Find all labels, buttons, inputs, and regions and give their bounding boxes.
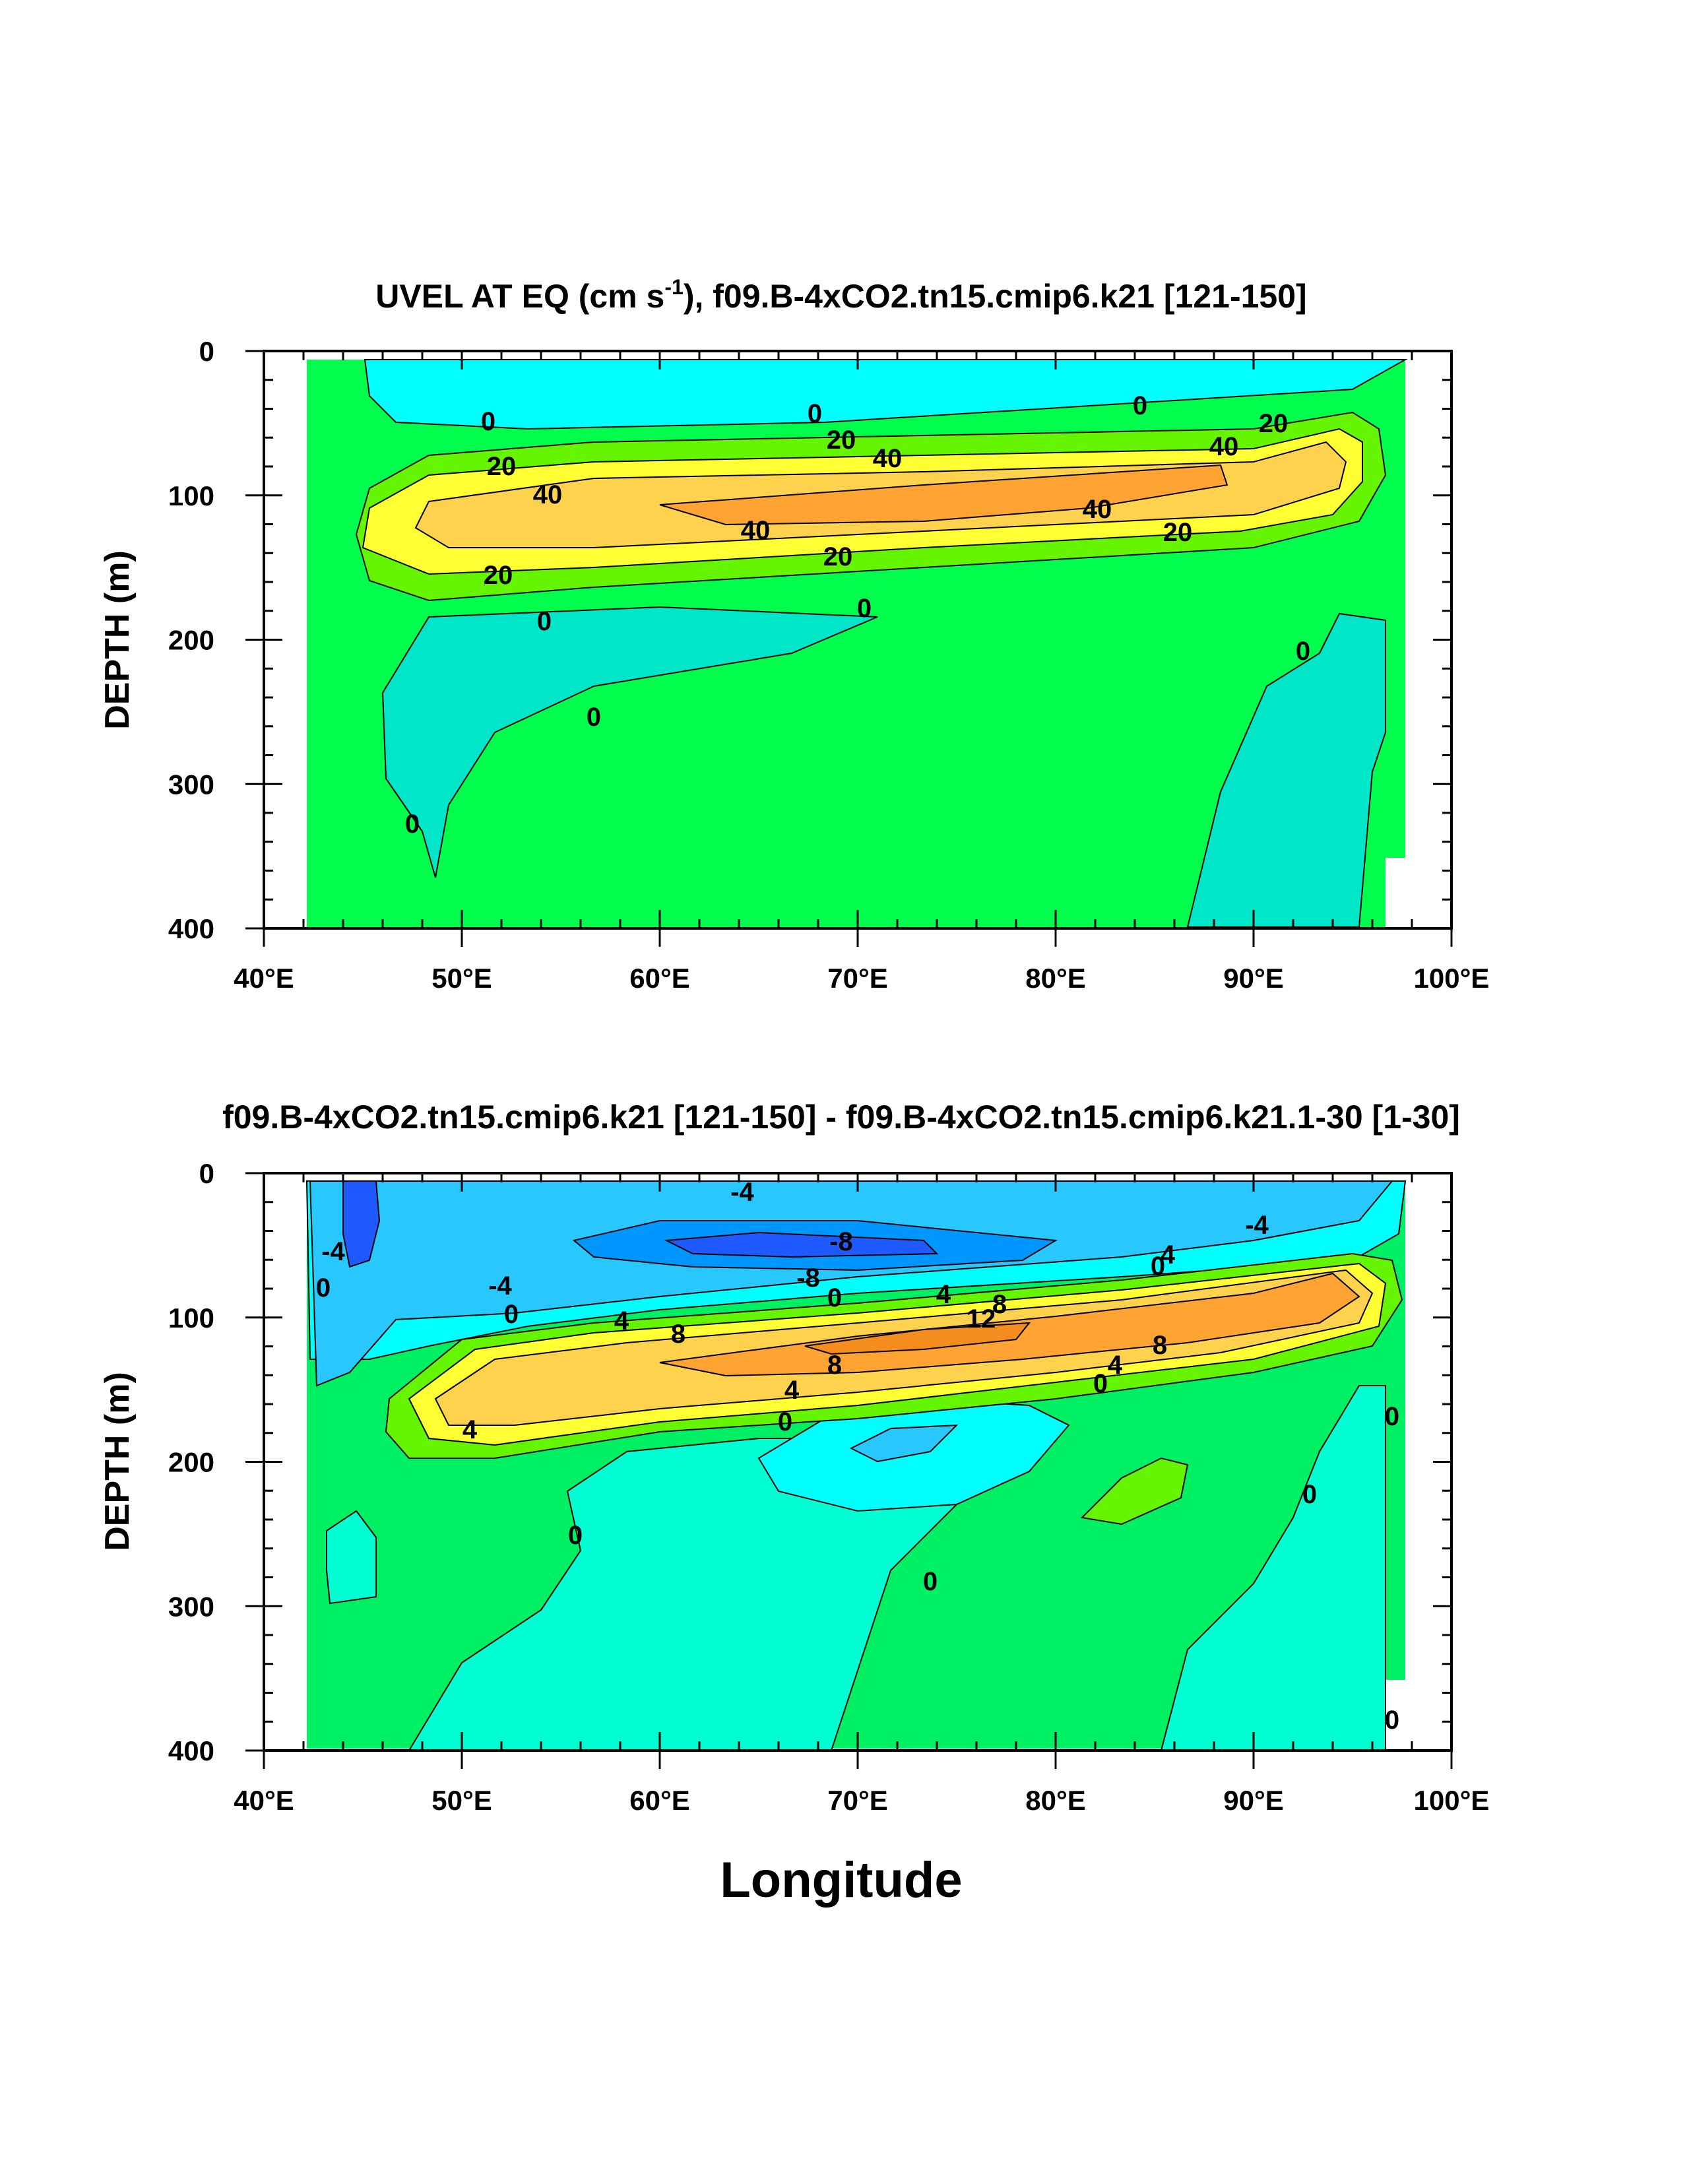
x-tick-label: 40°E <box>234 963 294 994</box>
contour-label: 0 <box>405 810 420 839</box>
x-tick-label: 40°E <box>234 1785 294 1816</box>
contour-fill-zero-deep <box>408 1438 991 1751</box>
contour-label: 0 <box>857 594 872 623</box>
contour-label: -4 <box>488 1271 512 1301</box>
contour-label: 8 <box>1153 1331 1167 1360</box>
contour-label: 40 <box>533 480 563 509</box>
panel-bottom-axes: 40°E 50°E 60°E 70°E 80°E 90°E 100°E 0 100 200 300 4… <box>168 1158 1490 1816</box>
contour-fill-minus12-west <box>342 1180 381 1268</box>
contour-label: 0 <box>481 407 495 436</box>
contour-label: 0 <box>1302 1480 1317 1509</box>
contour-label: 0 <box>1093 1369 1108 1398</box>
y-tick-label: 300 <box>168 1591 214 1622</box>
panel-top-contour-labels: 0 0 0 20 20 20 20 20 20 40 40 40 40 40 0… <box>405 391 1310 839</box>
contour-fill-negative-surface <box>364 359 1408 430</box>
ocean-mask-right <box>1386 858 1407 928</box>
panel-top: UVEL AT EQ (cm s-1), f09.B-4xCO2.tn15.cm… <box>98 275 1489 994</box>
contour-label: 4 <box>462 1415 478 1444</box>
y-tick-label: 0 <box>199 336 214 367</box>
y-tick-label: 200 <box>168 625 214 656</box>
panel-bottom: f09.B-4xCO2.tn15.cmip6.k21 [121-150] - f… <box>98 1099 1489 1908</box>
contour-label: 0 <box>1296 637 1310 666</box>
contour-label: 20 <box>487 452 517 481</box>
panel-bottom-y-axis-label: DEPTH (m) <box>98 1372 137 1551</box>
panel-top-title: UVEL AT EQ (cm s-1), f09.B-4xCO2.tn15.cm… <box>375 275 1306 315</box>
contour-fill-zero-west <box>326 1510 377 1605</box>
y-tick-label: 400 <box>168 913 214 944</box>
contour-label: 4 <box>784 1376 800 1405</box>
contour-label: 8 <box>992 1290 1007 1319</box>
panel-bottom-contour-labels: -4 -4 -8 -8 -4 -4 0 0 4 4 4 8 12 8 8 8 4… <box>316 1178 1399 1735</box>
contour-label: 0 <box>923 1567 938 1596</box>
contour-label: 0 <box>537 607 552 636</box>
contour-label: -8 <box>796 1264 820 1293</box>
contour-label: 4 <box>1161 1240 1176 1269</box>
panel-bottom-title: f09.B-4xCO2.tn15.cmip6.k21 [121-150] - f… <box>222 1099 1460 1136</box>
ocean-mask-right <box>1386 1680 1407 1750</box>
contour-label: 0 <box>568 1521 583 1550</box>
panel-bottom-plot-area <box>305 1180 1407 1751</box>
x-tick-label: 100°E <box>1414 1785 1490 1816</box>
contour-label: 20 <box>1163 518 1193 547</box>
x-tick-label: 70°E <box>827 963 888 994</box>
contour-label: 0 <box>808 399 822 428</box>
y-tick-label: 400 <box>168 1735 214 1766</box>
contour-label: 40 <box>1083 495 1112 524</box>
x-tick-label: 50°E <box>431 963 492 994</box>
contour-label: 20 <box>484 561 513 590</box>
x-tick-label: 80°E <box>1025 963 1086 994</box>
contour-label: 4 <box>614 1306 629 1335</box>
contour-label: 40 <box>873 444 903 473</box>
contour-label: 0 <box>778 1407 792 1436</box>
x-tick-label: 80°E <box>1025 1785 1086 1816</box>
contour-label: -4 <box>730 1178 754 1207</box>
contour-label: 0 <box>827 1283 842 1312</box>
contour-label: 0 <box>1151 1252 1165 1281</box>
x-tick-label: 70°E <box>827 1785 888 1816</box>
contour-label: -8 <box>829 1227 853 1256</box>
y-tick-label: 0 <box>199 1158 214 1189</box>
contour-fill-negative-east <box>1186 612 1386 928</box>
contour-label: 0 <box>1133 391 1147 420</box>
contour-fill-minus4 <box>309 1180 1394 1387</box>
contour-label: 20 <box>827 426 856 455</box>
contour-label: 20 <box>1259 409 1289 438</box>
contour-label: 8 <box>827 1351 842 1380</box>
contour-label: 20 <box>823 542 853 571</box>
contour-label: 40 <box>741 516 771 545</box>
contour-fill-80 <box>659 464 1228 526</box>
contour-fill-minus12 <box>664 1231 939 1258</box>
y-tick-label: 300 <box>168 769 214 800</box>
contour-label: 40 <box>1209 432 1239 461</box>
x-tick-label: 90°E <box>1223 963 1284 994</box>
panel-top-axes: 40°E 50°E 60°E 70°E 80°E 90°E 100°E01002003004… <box>168 336 1490 994</box>
x-tick-label: 60°E <box>629 963 690 994</box>
panel-top-y-axis-label: DEPTH (m) <box>98 550 137 730</box>
x-axis-label: Longitude <box>720 1852 962 1908</box>
contour-fill-minus4-lens <box>849 1424 959 1463</box>
contour-label: 4 <box>936 1280 951 1309</box>
contour-label: 0 <box>504 1300 519 1329</box>
y-tick-label: 200 <box>168 1447 214 1478</box>
contour-label: -4 <box>321 1237 345 1266</box>
contour-label: 0 <box>1385 1706 1399 1735</box>
x-tick-label: 100°E <box>1414 963 1490 994</box>
x-tick-label: 60°E <box>629 1785 690 1816</box>
contour-fill-negative-west <box>381 606 878 878</box>
contour-label: 4 <box>1108 1351 1123 1380</box>
x-tick-label: 50°E <box>431 1785 492 1816</box>
contour-label: 8 <box>671 1320 685 1349</box>
contour-label: 0 <box>587 703 601 732</box>
y-tick-label: 100 <box>168 1302 214 1333</box>
panel-top-plot-area <box>307 359 1408 928</box>
contour-fill-plus20 <box>804 1322 1031 1355</box>
contour-label: -4 <box>1245 1211 1269 1240</box>
contour-fill-zero-east <box>1160 1385 1386 1751</box>
contour-label: 12 <box>967 1304 996 1333</box>
contour-fill-plus4-lens <box>1080 1457 1189 1526</box>
contour-label: 0 <box>1385 1402 1399 1431</box>
x-tick-label: 90°E <box>1223 1785 1284 1816</box>
y-tick-label: 100 <box>168 480 214 511</box>
contour-label: 0 <box>316 1273 331 1302</box>
